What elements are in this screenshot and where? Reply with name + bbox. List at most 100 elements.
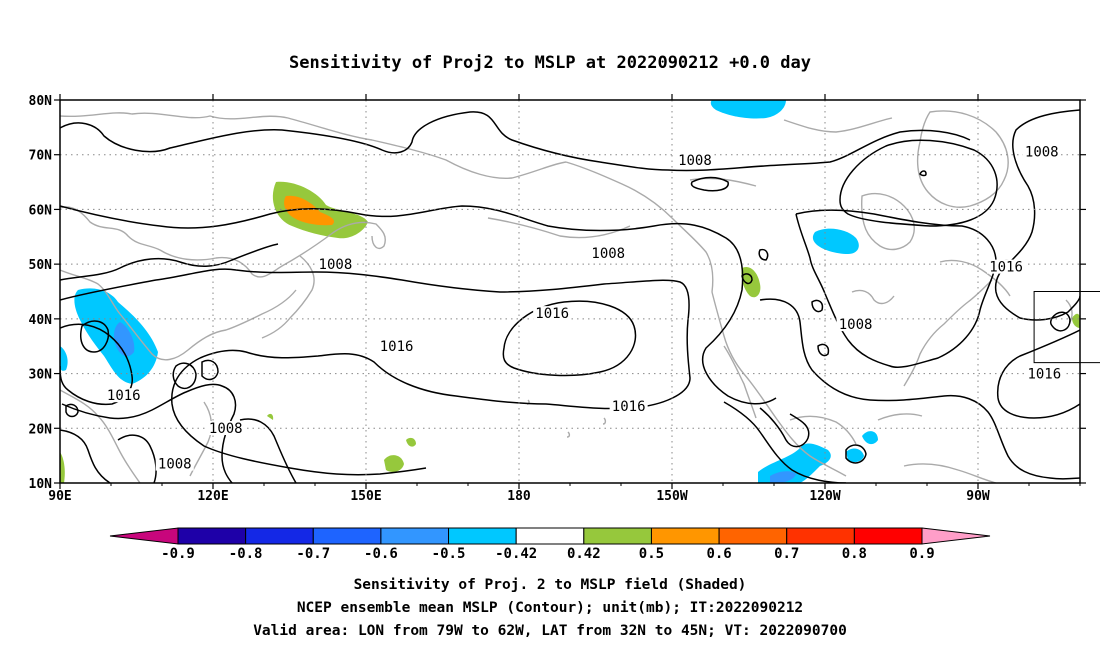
shade-positive-pacific-3 <box>267 413 274 420</box>
lat-tick-label: 10N <box>29 477 53 492</box>
shade-negative-caribbean-2 <box>862 431 878 445</box>
shade-negative-westpacific-edge <box>60 346 68 371</box>
colorbar-swatch <box>786 527 855 545</box>
contour-label-bg <box>104 388 143 403</box>
caption-shaded: Sensitivity of Proj. 2 to MSLP field (Sh… <box>354 577 747 593</box>
contour-1016-east <box>795 209 997 369</box>
coastline-china-korea <box>60 269 297 361</box>
contour-1008-mid <box>60 205 777 405</box>
contour-label-bg <box>533 306 572 321</box>
contour-1008-north <box>60 111 971 172</box>
colorbar-label: -0.7 <box>296 546 330 562</box>
colorbar-end-low <box>109 527 179 545</box>
contour-west-bottom-2 <box>117 434 157 483</box>
contour-label-bg <box>1025 366 1064 381</box>
colorbar: -0.9 -0.8 -0.7 -0.6 -0.5 -0.42 0.42 0.5 0.6 0.7 0.… <box>109 527 991 562</box>
figure-title: Sensitivity of Proj2 to MSLP at 20220902… <box>289 53 811 73</box>
coastline-japan <box>261 255 315 339</box>
colorbar-label: -0.8 <box>229 546 263 562</box>
contour-west-bottom-mid <box>239 418 297 483</box>
lat-tick-label: 20N <box>29 422 53 437</box>
contour-label: 1008 <box>158 457 192 473</box>
colorbar-swatch <box>245 527 314 545</box>
contour-label: 1008 <box>678 153 712 169</box>
coastline-na-west <box>711 291 847 477</box>
contour-1008-west-upper <box>60 243 279 281</box>
colorbar-label: -0.5 <box>432 546 466 562</box>
contour-loop-west-2 <box>172 362 197 390</box>
lon-tick-label: 150E <box>350 489 381 504</box>
contour-label: 1008 <box>591 246 625 262</box>
shade-negative-caribbean <box>846 448 864 463</box>
contour-label-bg <box>206 421 245 436</box>
colorbar-label: -0.42 <box>495 546 537 562</box>
contour-1016-east-south <box>759 298 1080 480</box>
colorbar-swatch <box>177 527 247 545</box>
contour-loop-west-3 <box>201 359 219 381</box>
coastline-us-east <box>903 279 993 387</box>
contour-1016-inner-low <box>502 300 637 377</box>
coastline-hudson <box>861 192 915 251</box>
coastline-asia-east <box>60 206 386 278</box>
contour-atlantic-right <box>996 329 1080 419</box>
coastline-cuba <box>877 413 923 421</box>
contour-labels: 1008 1008 1008 1008 1016 1016 1008 1016 1016 1016… <box>104 144 1064 473</box>
contour-label: 1008 <box>839 317 873 333</box>
lon-tick-label: 90W <box>966 489 990 504</box>
contour-label-bg <box>1022 144 1061 159</box>
contour-small-loop-alaska <box>690 176 729 192</box>
shade-negative-westpacific-core <box>113 322 135 357</box>
coastline-alaska <box>565 161 714 293</box>
contour-1016-outer <box>60 268 691 410</box>
lon-tick-label: 150W <box>656 489 687 504</box>
colorbar-swatch <box>448 527 517 545</box>
coastline-uk <box>1065 299 1073 323</box>
contour-label: 1016 <box>612 399 646 415</box>
contour-small-loop-greenland <box>919 170 927 177</box>
coastline-gulf <box>789 415 857 445</box>
colorbar-swatch <box>583 527 652 545</box>
colorbar-label: 0.8 <box>842 546 867 562</box>
lat-tick-label: 50N <box>29 258 53 273</box>
contour-label-bg <box>836 317 875 332</box>
contour-label: 1008 <box>1025 145 1059 161</box>
coastline-philippines <box>189 401 213 477</box>
contour-label-bg <box>675 152 714 167</box>
contour-atlantic-low <box>1049 311 1071 332</box>
contour-caribbean-low <box>845 444 867 464</box>
lon-tick-label: 120W <box>809 489 840 504</box>
contour-label: 1016 <box>989 260 1023 276</box>
colorbar-label: 0.6 <box>706 546 731 562</box>
colorbar-label: -0.9 <box>161 546 195 562</box>
contour-label-bg <box>589 245 628 260</box>
coastline-baja <box>723 345 757 419</box>
contour-label-bg <box>316 256 355 271</box>
contour-west-lower <box>61 383 237 483</box>
colorbar-label: 0.9 <box>909 546 934 562</box>
lon-tick-label: 120E <box>197 489 228 504</box>
colorbar-swatch <box>515 527 585 545</box>
map-area <box>60 100 1080 483</box>
contour-label: 1008 <box>209 421 243 437</box>
contour-label: 1016 <box>535 306 569 322</box>
graticule <box>60 100 1080 483</box>
contour-label-bg <box>377 338 416 353</box>
lat-tick-label: 30N <box>29 368 53 383</box>
coastlines <box>60 110 1073 483</box>
contour-label: 1008 <box>319 257 353 273</box>
coastline-aleutians <box>487 217 631 239</box>
lat-tick-label: 40N <box>29 313 53 328</box>
shade-positive-kamchatka <box>272 181 368 239</box>
contour-atlantic-north <box>994 109 1080 321</box>
contour-label-bg <box>155 456 194 471</box>
contour-label-bg <box>987 259 1026 274</box>
colorbar-swatch <box>312 527 382 545</box>
contour-1008-low-ne <box>839 139 998 227</box>
colorbar-swatch <box>380 527 450 545</box>
shade-positive-westedge <box>60 452 65 483</box>
lat-tick-label: 80N <box>29 94 53 109</box>
colorbar-swatch <box>853 527 923 545</box>
lat-tick-label: 60N <box>29 203 53 218</box>
coastline-asia-north <box>60 112 567 180</box>
